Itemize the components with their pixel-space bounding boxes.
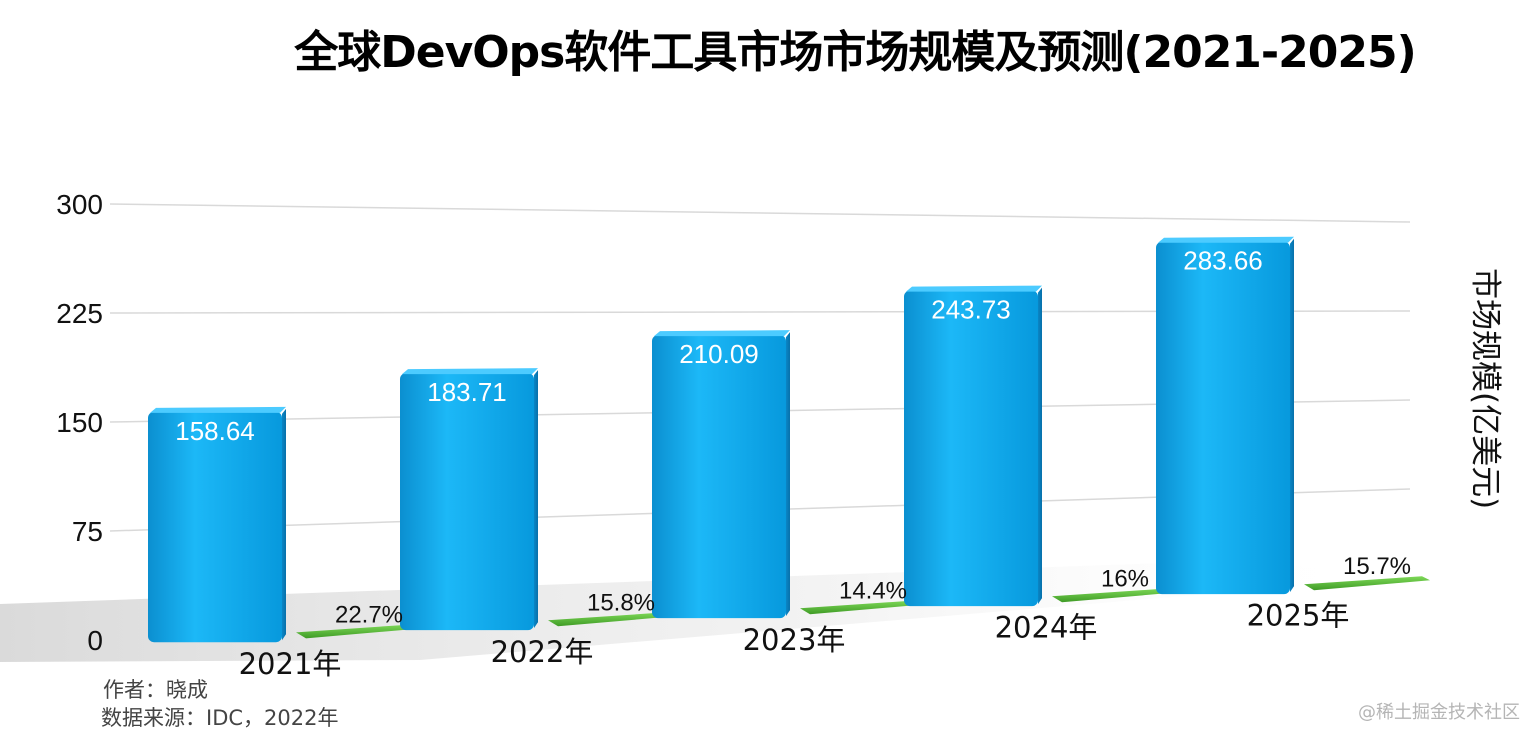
y-tick-label: 150 bbox=[56, 407, 103, 438]
bar-top bbox=[150, 406, 286, 413]
bar-side bbox=[282, 408, 286, 641]
bar bbox=[1156, 241, 1290, 595]
y-tick-label: 75 bbox=[72, 516, 103, 547]
growth-data-label: 15.8% bbox=[587, 589, 655, 616]
bar-top bbox=[402, 368, 538, 375]
bar-data-label: 243.73 bbox=[931, 295, 1011, 325]
x-category-label: 2022年 bbox=[491, 635, 594, 669]
bar-data-label: 283.66 bbox=[1183, 246, 1263, 276]
watermark: @稀土掘金技术社区 bbox=[1358, 702, 1520, 723]
growth-bar bbox=[1052, 588, 1178, 603]
bar bbox=[400, 373, 534, 631]
bar-data-label: 183.71 bbox=[427, 377, 507, 407]
bar-side bbox=[786, 332, 790, 617]
growth-bar bbox=[1304, 576, 1430, 591]
growth-bar bbox=[800, 600, 926, 615]
source-note: 数据来源：IDC，2022年 bbox=[101, 706, 339, 730]
gridline bbox=[109, 203, 1411, 223]
x-category-label: 2021年 bbox=[239, 647, 342, 681]
author-note: 作者：晓成 bbox=[103, 678, 208, 702]
bar bbox=[904, 290, 1038, 607]
bar-side bbox=[1290, 238, 1294, 593]
growth-data-label: 14.4% bbox=[839, 577, 907, 604]
bar bbox=[148, 411, 282, 643]
growth-bar bbox=[548, 612, 674, 627]
bar-top bbox=[1158, 236, 1294, 243]
growth-bar bbox=[296, 624, 422, 639]
y-tick-label: 225 bbox=[56, 298, 103, 329]
x-category-label: 2025年 bbox=[1247, 599, 1350, 633]
y-tick-label: 300 bbox=[56, 189, 103, 220]
y-axis-title: 市场规模(亿美元) bbox=[1467, 268, 1503, 509]
bar-data-label: 158.64 bbox=[175, 416, 255, 446]
bar-side bbox=[1038, 287, 1042, 605]
y-tick-label: 0 bbox=[87, 625, 103, 656]
growth-data-label: 15.7% bbox=[1343, 553, 1411, 580]
bar-data-label: 210.09 bbox=[679, 339, 759, 369]
bar-top bbox=[654, 330, 790, 337]
x-category-label: 2024年 bbox=[995, 611, 1098, 645]
growth-data-label: 16% bbox=[1101, 565, 1149, 592]
chart-title: 全球DevOps软件工具市场市场规模及预测(2021-2025) bbox=[294, 27, 1417, 78]
growth-data-label: 22.7% bbox=[335, 601, 403, 628]
x-category-label: 2023年 bbox=[743, 623, 846, 657]
bar bbox=[652, 335, 786, 619]
bar-top bbox=[906, 285, 1042, 292]
bar-side bbox=[534, 370, 538, 629]
